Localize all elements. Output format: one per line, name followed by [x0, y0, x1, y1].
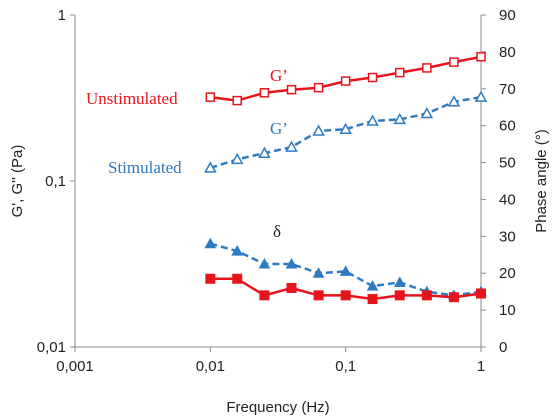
- data-point-delta_stimulated: [258, 257, 271, 269]
- annotation-label-g-stim: G’: [270, 119, 288, 138]
- axes: 0,001 0,01 0,1 10,010,110102030405060708090…: [9, 7, 550, 416]
- y-left-tick-label: 1: [58, 7, 66, 24]
- y-left-tick-label: 0,01: [37, 339, 66, 356]
- series-line-g_stimulated: [209, 95, 482, 170]
- data-point-g_unstimulated: [449, 57, 459, 67]
- y-right-tick-label: 80: [499, 44, 516, 61]
- annotation-label-stimulated: Stimulated: [108, 158, 182, 177]
- data-point-g_unstimulated: [340, 76, 351, 86]
- data-point-g_unstimulated: [232, 95, 242, 106]
- data-point-delta_stimulated: [285, 257, 298, 269]
- series-layer: [204, 52, 488, 305]
- data-point-delta_unstimulated: [476, 288, 486, 299]
- x-axis-title: Frequency (Hz): [226, 399, 329, 416]
- data-point-g_stimulated: [366, 114, 379, 126]
- data-point-delta_stimulated: [366, 280, 379, 291]
- y-right-tick-label: 40: [499, 191, 516, 208]
- data-point-g_stimulated: [312, 124, 325, 136]
- data-point-g_stimulated: [230, 152, 244, 165]
- annotations: Unstimulated G’ Stimulated G’ δ: [86, 66, 288, 241]
- data-point-delta_stimulated: [393, 276, 406, 287]
- y-left-axis-title: G', G'' (Pa): [9, 145, 26, 218]
- data-point-delta_stimulated: [312, 267, 325, 278]
- data-point-g_stimulated: [393, 112, 407, 125]
- data-point-g_unstimulated: [476, 52, 486, 62]
- data-point-delta_unstimulated: [421, 290, 432, 301]
- y-right-tick-label: 70: [499, 81, 516, 98]
- y-right-tick-label: 90: [499, 7, 516, 24]
- y-right-tick-label: 10: [499, 302, 516, 319]
- annotation-label-delta: δ: [273, 222, 281, 241]
- data-point-delta_stimulated: [204, 237, 217, 249]
- data-point-delta_unstimulated: [205, 273, 216, 284]
- data-point-g_unstimulated: [205, 92, 216, 102]
- data-point-delta_stimulated: [231, 245, 244, 256]
- data-point-delta_unstimulated: [340, 290, 351, 301]
- data-point-delta_unstimulated: [313, 290, 324, 301]
- annotation-label-g-unstim: G’: [270, 66, 288, 85]
- y-right-tick-label: 30: [499, 228, 516, 245]
- y-right-tick-label: 20: [499, 265, 516, 282]
- series-delta_unstimulated: [205, 273, 486, 305]
- data-point-delta_unstimulated: [232, 273, 243, 284]
- annotation-label-unstimulated: Unstimulated: [86, 89, 178, 108]
- data-point-delta_unstimulated: [394, 290, 405, 301]
- data-point-delta_stimulated: [339, 265, 352, 276]
- y-left-tick-label: 0,1: [45, 173, 66, 190]
- series-delta_stimulated: [204, 237, 487, 300]
- y-right-axis-title: Phase angle (°): [533, 129, 550, 233]
- x-tick-label: 0,01: [196, 358, 225, 375]
- data-point-delta_unstimulated: [286, 282, 297, 293]
- series-line-delta_stimulated: [209, 242, 482, 297]
- data-point-g_stimulated: [258, 146, 271, 158]
- x-tick-label: 0,001: [56, 358, 94, 375]
- data-point-delta_unstimulated: [448, 292, 459, 303]
- data-point-g_stimulated: [447, 95, 461, 107]
- data-point-g_unstimulated: [286, 84, 297, 95]
- y-right-tick-label: 60: [499, 118, 516, 135]
- y-right-tick-label: 50: [499, 155, 516, 172]
- data-point-g_unstimulated: [395, 67, 405, 78]
- y-right-tick-label: 0: [499, 339, 507, 356]
- data-point-g_stimulated: [474, 90, 488, 102]
- data-point-g_unstimulated: [259, 88, 270, 98]
- data-point-g_stimulated: [285, 140, 298, 152]
- data-point-g_stimulated: [339, 122, 352, 134]
- x-tick-label: 0,1: [335, 358, 356, 375]
- data-point-g_stimulated: [420, 106, 434, 119]
- data-point-g_stimulated: [204, 161, 217, 173]
- data-point-delta_unstimulated: [367, 294, 378, 305]
- series-g_unstimulated: [205, 52, 486, 106]
- data-point-g_unstimulated: [367, 72, 378, 83]
- data-point-g_unstimulated: [422, 63, 432, 73]
- series-g_stimulated: [204, 90, 488, 173]
- x-tick-label: 1: [477, 358, 485, 375]
- data-point-g_unstimulated: [313, 82, 324, 93]
- data-point-delta_unstimulated: [259, 290, 270, 301]
